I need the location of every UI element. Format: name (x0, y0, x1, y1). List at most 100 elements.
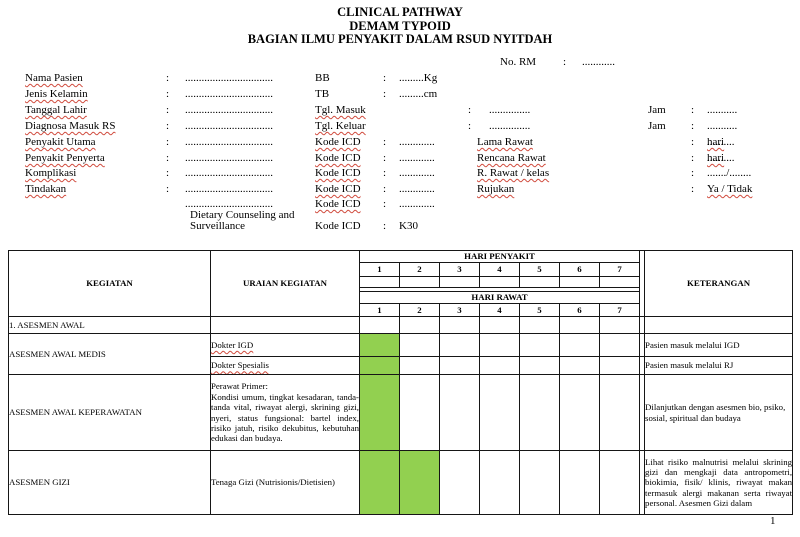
day-header: 1 (359, 262, 400, 277)
colon: : (166, 183, 170, 195)
col-header-hari-penyakit: HARI PENYAKIT (358, 250, 641, 263)
day-header: 6 (559, 303, 600, 317)
day-cell (479, 356, 520, 375)
colon: : (166, 72, 170, 84)
day-header: 2 (399, 262, 440, 277)
col-header-hari-rawat: HARI RAWAT (358, 291, 641, 304)
uraian-cell: Dokter Spesialis (210, 356, 360, 375)
day-header: 5 (519, 262, 560, 277)
day-cell (559, 276, 600, 288)
day-cell (399, 316, 440, 334)
field-label: Penyakit Utama (25, 136, 96, 148)
field-value-tgl-keluar: ............... (489, 120, 531, 132)
kegiatan-cell: ASESMEN GIZI (8, 450, 211, 515)
day-cell (439, 374, 480, 451)
day-cell (519, 276, 560, 288)
no-rm-label: No. RM (500, 56, 537, 68)
colon: : (383, 136, 387, 148)
day-cell (559, 450, 600, 515)
form-row-tindakan: Tindakan : .............................… (25, 183, 753, 195)
field-label-kode-icd: Kode ICD (315, 183, 361, 195)
field-label-kode-icd: Kode ICD (315, 198, 361, 210)
form-row-continuation: ................................ Kode IC… (0, 198, 800, 213)
form-row-diagnosa-masuk: Diagnosa Masuk RS : ....................… (0, 120, 800, 135)
day-cell (479, 316, 520, 334)
day-cell (439, 450, 480, 515)
day-cell (479, 333, 520, 357)
field-label-kode-icd: Kode ICD (315, 152, 361, 164)
no-rm-colon: : (563, 56, 567, 68)
keterangan-cell: Pasien masuk melalui RJ (644, 356, 794, 375)
colon: : (383, 152, 387, 164)
field-label: Diagnosa Masuk RS (25, 120, 116, 132)
kegiatan-cell: 1. ASESMEN AWAL (8, 316, 211, 334)
day-cell (399, 356, 440, 375)
colon: : (691, 167, 695, 179)
field-value-jam: ........... (707, 104, 738, 116)
day-cell (519, 374, 560, 451)
field-value-kode-icd: ............. (399, 198, 435, 210)
field-value-dots: ................................ (185, 183, 273, 195)
page-number: 1 (770, 515, 776, 527)
day-cell (399, 276, 440, 288)
day-cell (479, 374, 520, 451)
colon: : (468, 120, 472, 132)
title-line-1: CLINICAL PATHWAY (337, 5, 463, 19)
form-row-dietary-2: Surveillance Kode ICD : K30 (0, 220, 800, 235)
colon: : (383, 88, 387, 100)
field-value-kode-icd: ............. (399, 136, 435, 148)
colon: : (166, 152, 170, 164)
uraian-cell: Tenaga Gizi (Nutrisionis/Dietisien) (210, 450, 360, 515)
field-label-ruang-rawat-kelas: R. Rawat / kelas (477, 167, 550, 179)
keterangan-cell (644, 316, 794, 334)
colon: : (383, 183, 387, 195)
field-value-dots: ................................ (185, 72, 273, 84)
field-value-bb: .........Kg (399, 72, 438, 84)
field-label-tb: TB (315, 88, 330, 100)
field-label: Nama Pasien (25, 72, 83, 84)
field-value-kode-icd: ............. (399, 183, 435, 195)
colon: : (166, 88, 170, 100)
uraian-cell: Dokter IGD (210, 333, 360, 357)
day-cell (439, 276, 480, 288)
field-label-kode-icd: Kode ICD (315, 167, 361, 179)
colon: : (691, 183, 695, 195)
day-cell (399, 374, 440, 451)
table-row-asesmen-gizi: ASESMEN GIZI Tenaga Gizi (Nutrisionis/Di… (8, 450, 794, 515)
day-cell (359, 276, 400, 288)
field-value-dots: ................................ (185, 88, 273, 100)
colon: : (691, 152, 695, 164)
colon: : (166, 136, 170, 148)
day-cell (519, 333, 560, 357)
day-header: 3 (439, 303, 480, 317)
surveillance-label: Surveillance (190, 220, 245, 232)
hari-rawat-day-numbers: 1 2 3 4 5 6 7 (9, 303, 793, 317)
day-cell (598, 374, 641, 451)
kegiatan-cell: ASESMEN AWAL KEPERAWATAN (8, 374, 211, 451)
field-label-kode-icd: Kode ICD (315, 136, 361, 148)
form-row-penyakit-penyerta: Penyakit Penyerta : ....................… (25, 152, 735, 164)
day-cell-filled (359, 333, 400, 357)
day-cell-filled (359, 356, 400, 375)
kegiatan-cell: ASESMEN AWAL MEDIS (8, 333, 211, 375)
day-cell (519, 316, 560, 334)
day-cell-filled (359, 450, 400, 515)
uraian-title: Perawat Primer: (211, 381, 268, 392)
no-rm-field: ............ (582, 56, 615, 68)
field-value-kode-icd-k30: K30 (399, 220, 418, 232)
col-header-keterangan: KETERANGAN (644, 250, 794, 317)
field-label-jam: Jam (648, 104, 666, 116)
day-header: 2 (399, 303, 440, 317)
day-cell (559, 356, 600, 375)
keterangan-cell: Dilanjutkan dengan asesmen bio, psiko, s… (644, 374, 794, 451)
day-cell (519, 450, 560, 515)
field-label: Jenis Kelamin (25, 88, 88, 100)
day-cell (519, 356, 560, 375)
uraian-body: Kondisi umum, tingkat kesadaran, tanda-t… (211, 391, 359, 444)
form-row-dietary-1: Dietary Counseling and (0, 209, 800, 224)
field-value-kode-icd: ............. (399, 167, 435, 179)
form-row-jenis-kelamin: Jenis Kelamin : ........................… (0, 88, 800, 103)
colon: : (468, 104, 472, 116)
field-label-bb: BB (315, 72, 330, 84)
